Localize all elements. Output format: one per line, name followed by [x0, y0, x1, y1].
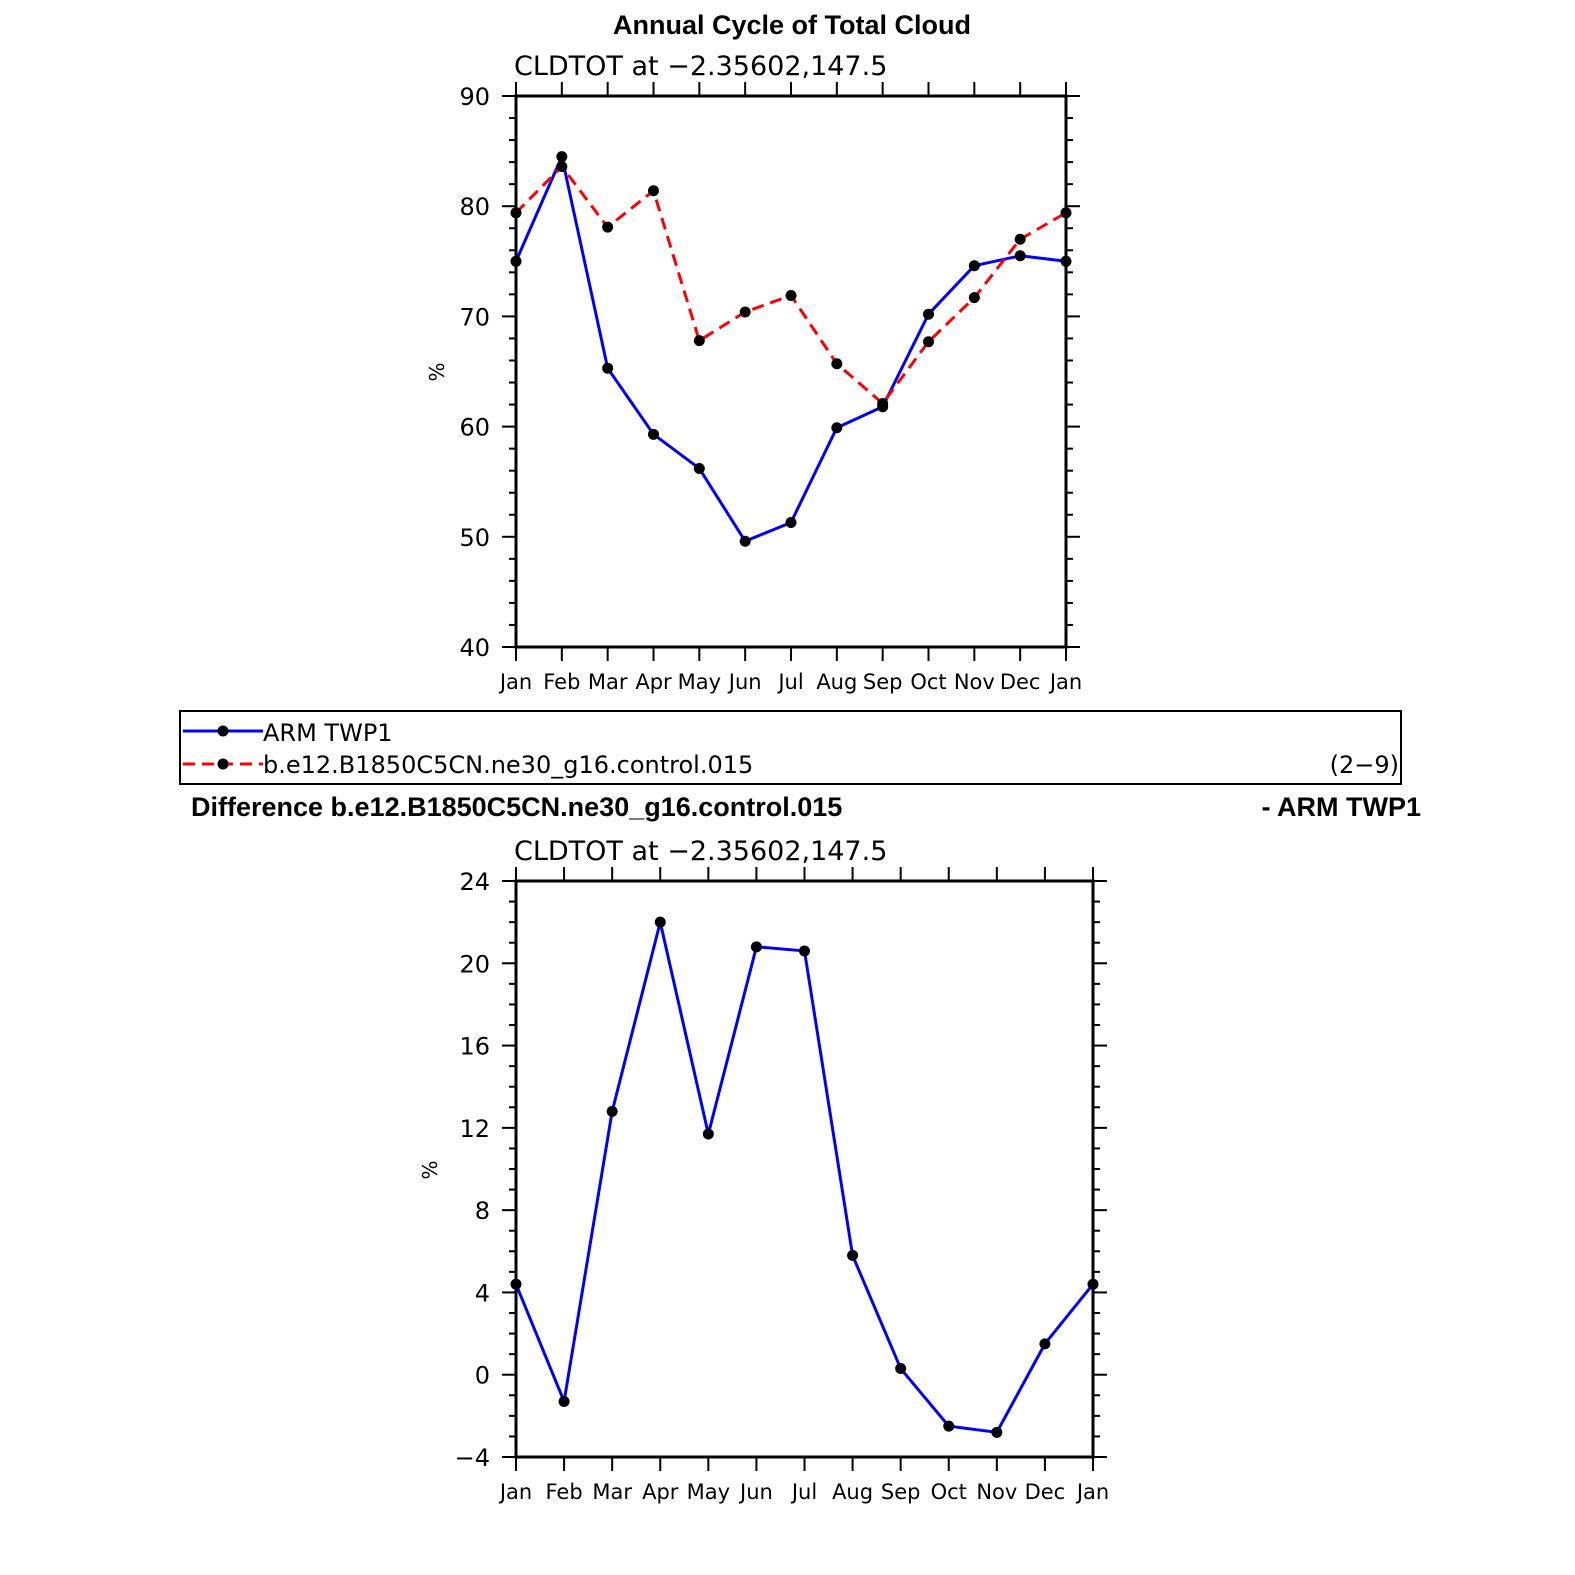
chart1-xtick-label: Mar: [592, 1480, 632, 1504]
chart0-series-1-point: [739, 306, 751, 318]
chart0-series-0-point: [739, 535, 751, 547]
chart0-xtick-label: Feb: [543, 670, 580, 694]
chart0-ylabel: %: [425, 362, 449, 381]
chart1-xtick-label: Aug: [832, 1480, 873, 1504]
chart0-series-1-point: [877, 397, 889, 409]
difference-title: Difference b.e12.B1850C5CN.ne30_g16.cont…: [191, 792, 842, 822]
chart0-xtick-label: Apr: [635, 670, 672, 694]
annual-cycle-chart: CLDTOT at −2.35602,147.5 % 40 50 60 70 80 90 J…: [425, 51, 1082, 694]
chart1-series-0-point: [558, 1395, 570, 1407]
legend-label-arm: ARM TWP1: [263, 719, 393, 747]
chart0-series-0-point: [1014, 250, 1026, 262]
chart1-ytick-label: 8: [475, 1197, 490, 1225]
chart1-ytick-label: 20: [459, 950, 490, 978]
chart1-xtick-label: Jul: [790, 1480, 817, 1504]
chart0-xtick-label: May: [678, 670, 721, 694]
chart1-series-0-point: [654, 916, 666, 928]
chart1-series-0-point: [1039, 1338, 1051, 1350]
chart1-xtick-label: May: [687, 1480, 730, 1504]
chart1-series-0-point: [750, 941, 762, 953]
chart0-ytick-label: 90: [459, 83, 490, 111]
chart0-series-1-point: [556, 161, 568, 173]
legend: ARM TWP1 b.e12.B1850C5CN.ne30_g16.contro…: [179, 710, 1402, 785]
chart1-xtick-label: Oct: [931, 1480, 967, 1504]
chart1-series-0-point: [847, 1249, 859, 1261]
chart0-series-0-point: [510, 255, 522, 267]
chart0-xtick-label: Jun: [727, 670, 762, 694]
chart0-series-0-point: [556, 151, 568, 163]
chart0-frame: [514, 94, 1068, 649]
chart0-xtick-label: Mar: [588, 670, 628, 694]
chart1-xtick-label: Feb: [545, 1480, 582, 1504]
chart1-ytick-label: −4: [455, 1444, 490, 1472]
chart1-series-0-point: [606, 1105, 618, 1117]
chart0-series-1-point: [693, 335, 705, 347]
chart1-xtick-label: Jun: [738, 1480, 773, 1504]
difference-title-suffix: - ARM TWP1: [1262, 792, 1421, 822]
chart1-ytick-label: 0: [475, 1362, 490, 1390]
chart0-xtick-label: Sep: [863, 670, 903, 694]
chart1-series-0-point: [702, 1128, 714, 1140]
chart1-ytick-label: 24: [459, 868, 490, 896]
chart0-series-1-point: [1014, 233, 1026, 245]
chart0-series-1-point: [602, 221, 614, 233]
chart1-ylabel: %: [418, 1160, 442, 1179]
legend-box: [179, 710, 1402, 785]
chart0-xtick-label: Jan: [1048, 670, 1082, 694]
legend-marker-arm: [217, 725, 229, 737]
chart0-xtick-label: Aug: [816, 670, 857, 694]
chart0-series-0-point: [968, 260, 980, 272]
chart0-series-0-point: [648, 428, 659, 440]
chart1-xtick-label: Apr: [642, 1480, 679, 1504]
chart1-xtick-label: Jan: [1075, 1480, 1109, 1504]
chart0-ytick-label: 50: [459, 524, 490, 552]
chart0-ytick-label: 60: [459, 414, 490, 442]
chart0-xtick-label: Nov: [954, 670, 995, 694]
chart0-series-1-point: [785, 289, 797, 301]
chart0-series-0-point: [693, 462, 705, 474]
chart0-ytick-label: 80: [459, 193, 490, 221]
chart0-xtick-label: Dec: [1000, 670, 1041, 694]
chart1-series-0-line: [514, 920, 1095, 1434]
chart1-series-0-point: [991, 1426, 1003, 1438]
difference-chart: CLDTOT at −2.35602,147.5 % −4 0 4 8 12 16 20 24…: [418, 836, 1109, 1504]
chart0-series-0-point: [785, 516, 797, 528]
chart1-xtick-label: Sep: [881, 1480, 921, 1504]
chart0-subtitle: CLDTOT at −2.35602,147.5: [514, 51, 887, 82]
chart1-ytick-label: 12: [459, 1115, 490, 1143]
chart1-xtick-label: Jan: [498, 1480, 532, 1504]
chart1-ytick-label: 4: [475, 1279, 490, 1307]
chart0-series-0-point: [923, 308, 934, 320]
chart1-series-0-point: [510, 1278, 522, 1290]
chart1-series-0-point: [1087, 1278, 1099, 1290]
chart1-xtick-label: Dec: [1025, 1480, 1066, 1504]
legend-marker-model: [217, 758, 229, 770]
chart0-xtick-label: Oct: [910, 670, 946, 694]
legend-index-label: (2−9): [1330, 751, 1399, 779]
chart0-series-1-point: [510, 207, 522, 219]
chart0-series-0-point: [1060, 255, 1072, 267]
chart1-series-0-point: [895, 1363, 907, 1375]
chart0-xtick-label: Jul: [776, 670, 803, 694]
chart0-series-1-point: [968, 292, 980, 304]
main-title: Annual Cycle of Total Cloud: [613, 10, 971, 40]
chart0-series-1-point: [1060, 207, 1072, 219]
chart0-series-1-point: [831, 358, 843, 370]
chart0-series-0-point: [602, 362, 614, 374]
chart1-series-0-point: [799, 945, 810, 957]
chart1-series-0-point: [943, 1420, 955, 1432]
chart1-xtick-label: Nov: [976, 1480, 1017, 1504]
chart0-series-1-point: [923, 336, 934, 348]
chart0-ytick-label: 70: [459, 303, 490, 331]
legend-label-model: b.e12.B1850C5CN.ne30_g16.control.015: [263, 751, 753, 779]
chart1-subtitle: CLDTOT at −2.35602,147.5: [514, 836, 887, 867]
chart0-series-1-point: [648, 185, 659, 197]
chart0-ytick-label: 40: [459, 634, 490, 662]
chart0-series-0-point: [831, 422, 843, 434]
chart1-ytick-label: 16: [459, 1033, 490, 1061]
chart0-xtick-label: Jan: [498, 670, 532, 694]
chart0-series-1-line: [514, 165, 1067, 405]
